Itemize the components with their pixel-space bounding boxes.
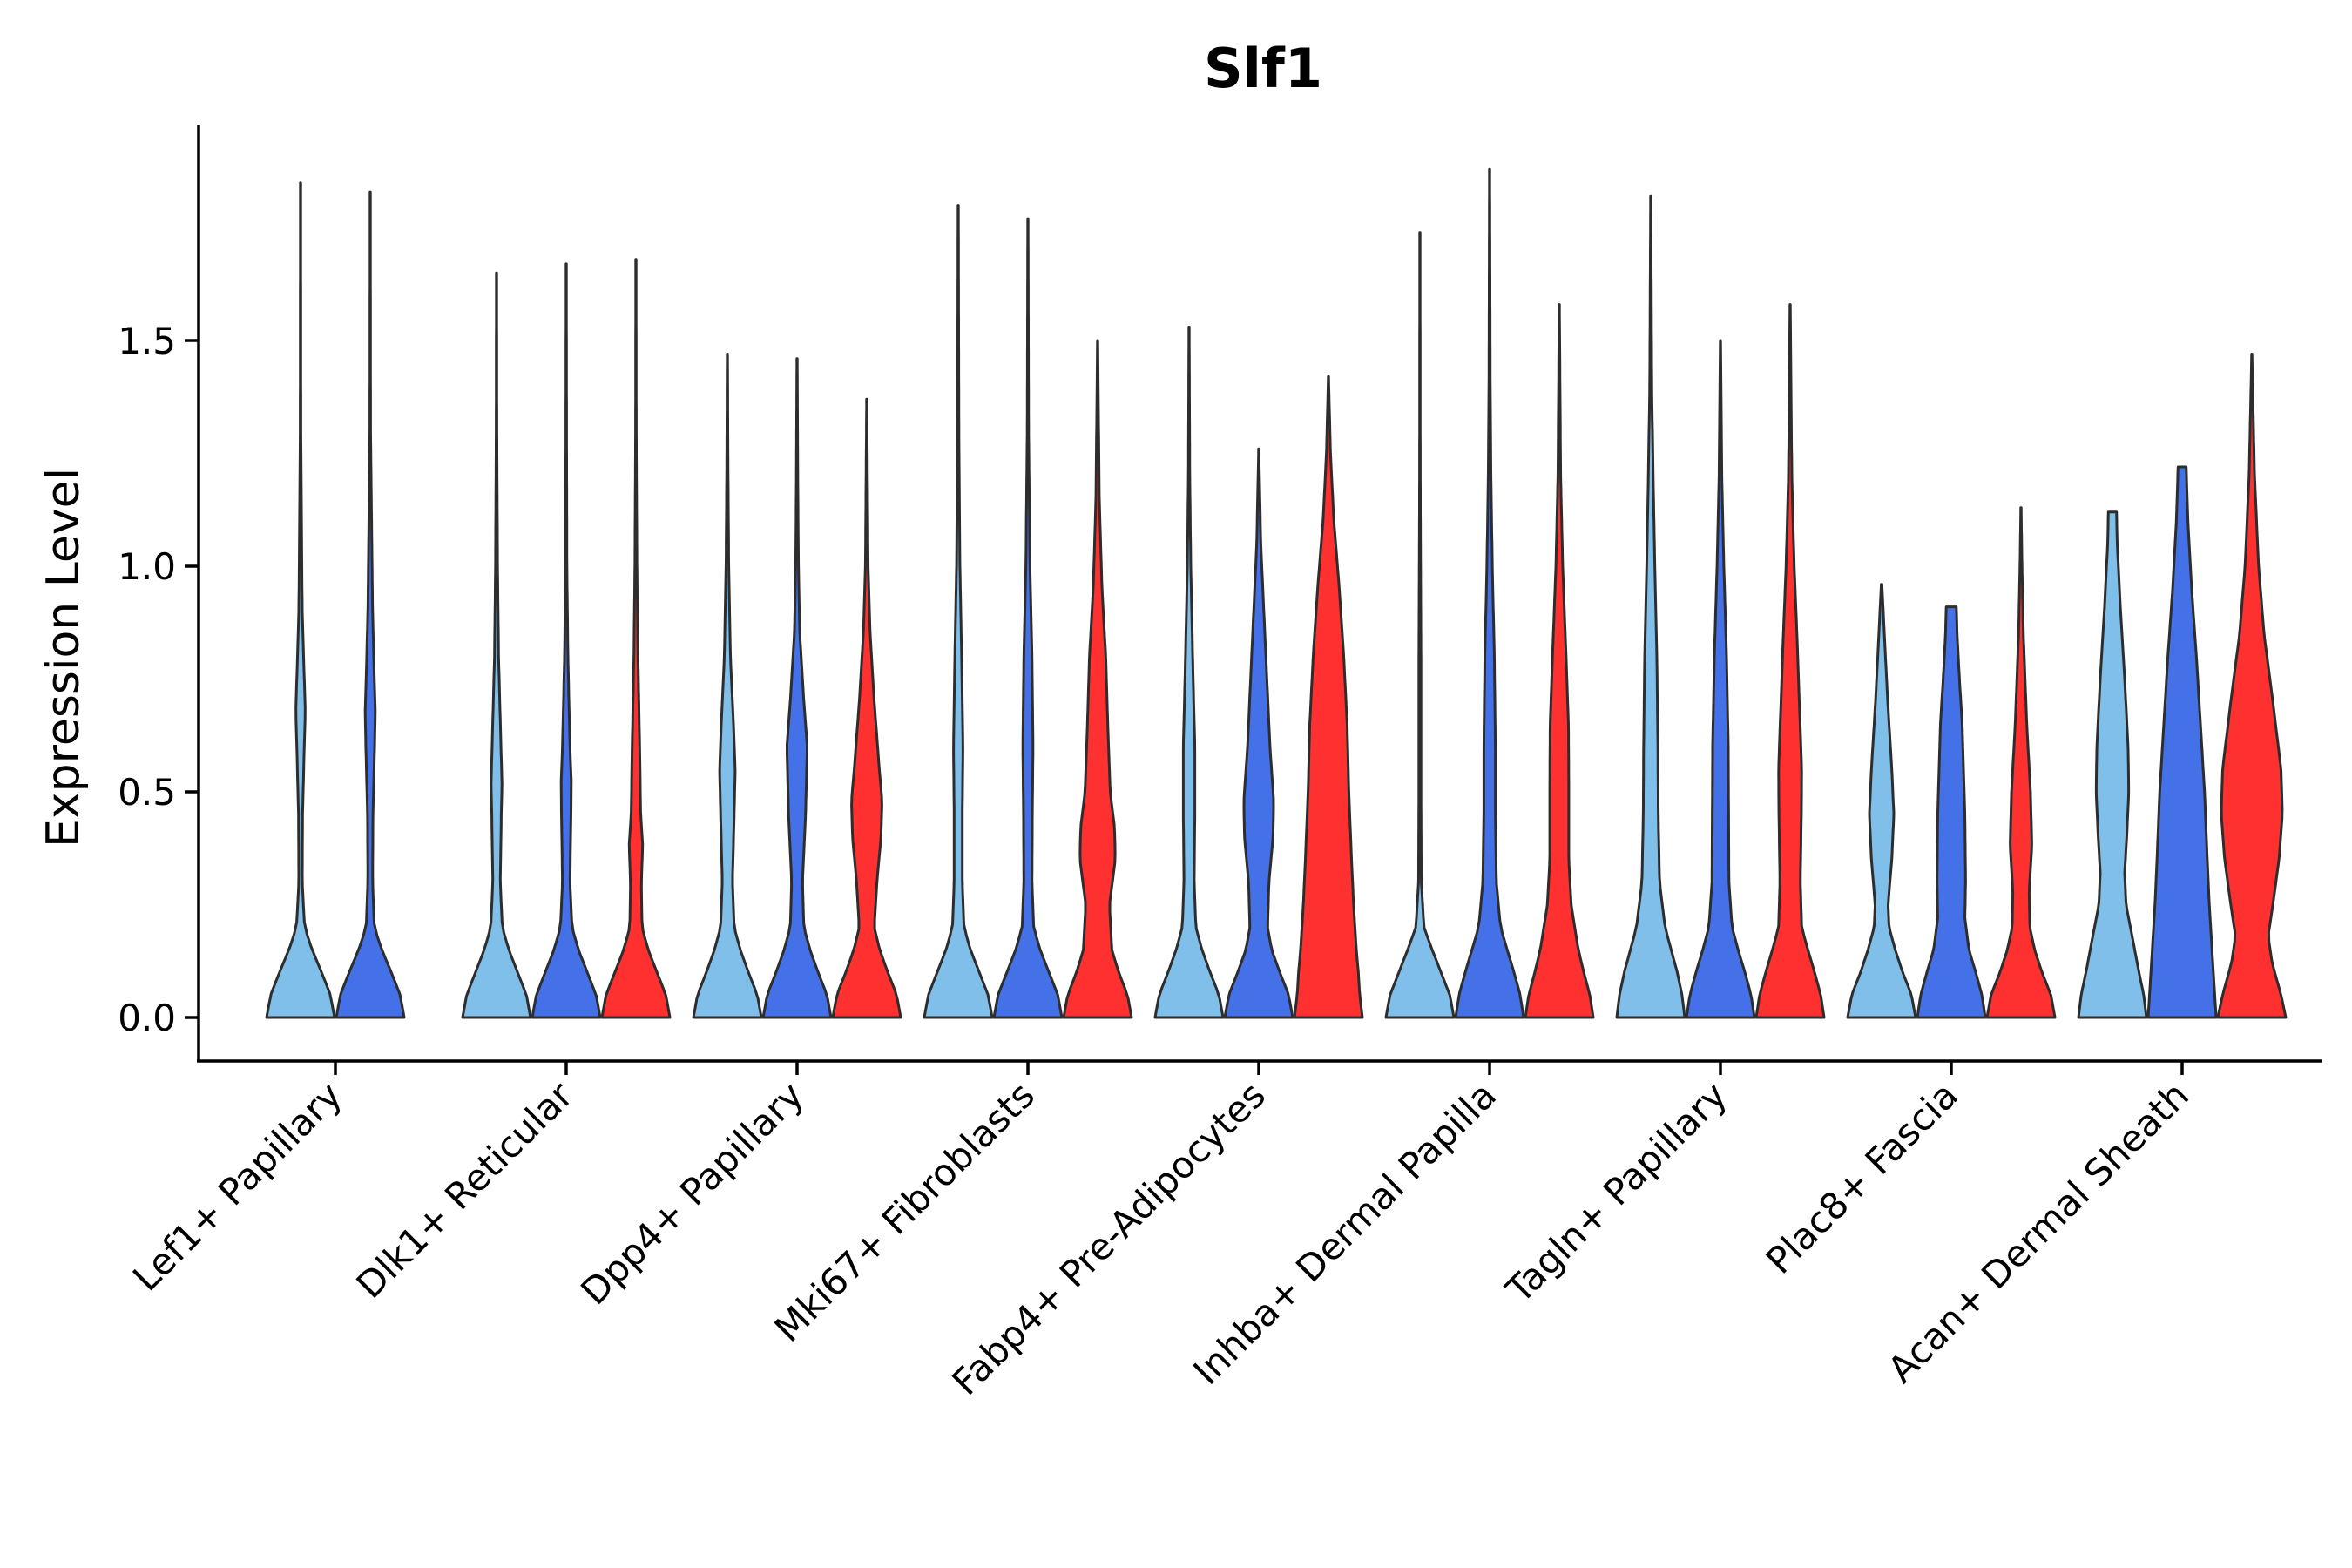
- x-tick-label: Plac8+ Fascia: [1758, 1073, 1966, 1281]
- violin: [265, 181, 336, 1019]
- violin: [335, 190, 406, 1019]
- violin: [1615, 194, 1686, 1019]
- violin: [1062, 339, 1133, 1019]
- violin: [1985, 506, 2057, 1019]
- x-tick-label: Dpp4+ Papillary: [572, 1073, 812, 1313]
- violin-group: [1615, 194, 1826, 1019]
- violin: [531, 262, 602, 1019]
- violin-group: [2077, 353, 2288, 1019]
- violin-group: [1153, 326, 1364, 1019]
- violin: [1223, 447, 1294, 1019]
- y-axis-ticks: 0.0 0.5 1.0 1.5: [118, 320, 199, 1039]
- violin: [1685, 339, 1756, 1019]
- violin: [1916, 605, 1987, 1019]
- y-tick-label: 1.0: [118, 545, 176, 588]
- violin: [461, 271, 532, 1019]
- violin: [1454, 167, 1525, 1019]
- y-tick-label: 1.5: [118, 320, 176, 362]
- violin: [2077, 510, 2148, 1019]
- violin: [992, 217, 1064, 1019]
- violin: [1754, 303, 1826, 1019]
- y-tick-label: 0.5: [118, 771, 176, 814]
- violin-group: [265, 181, 406, 1019]
- violins-layer: [265, 167, 2288, 1019]
- y-axis-label: Expression Level: [37, 468, 90, 848]
- x-tick-label: Mki67+ Fibroblasts: [767, 1073, 1043, 1349]
- x-tick-label: Tagln+ Papillary: [1497, 1073, 1735, 1311]
- chart-title: Slf1: [1204, 37, 1322, 100]
- violin: [1153, 326, 1225, 1019]
- violin-group: [461, 258, 672, 1019]
- violin: [2146, 465, 2218, 1019]
- violin: [923, 204, 994, 1019]
- violin: [1293, 375, 1364, 1019]
- violin-group: [923, 204, 1133, 1019]
- y-tick-label: 0.0: [118, 997, 176, 1039]
- violin: [600, 258, 672, 1019]
- x-tick-label: Lef1+ Papillary: [125, 1073, 350, 1299]
- violin: [1846, 583, 1917, 1019]
- x-tick-label: Dlk1+ Reticular: [348, 1073, 582, 1307]
- violin: [692, 353, 763, 1019]
- violin: [761, 357, 833, 1019]
- violin: [1384, 231, 1456, 1019]
- violin: [1524, 303, 1595, 1019]
- violin-group: [1846, 506, 2057, 1019]
- violin-group: [692, 353, 902, 1019]
- violin-group: [1384, 167, 1595, 1019]
- violin: [831, 397, 902, 1019]
- violin: [2216, 353, 2288, 1019]
